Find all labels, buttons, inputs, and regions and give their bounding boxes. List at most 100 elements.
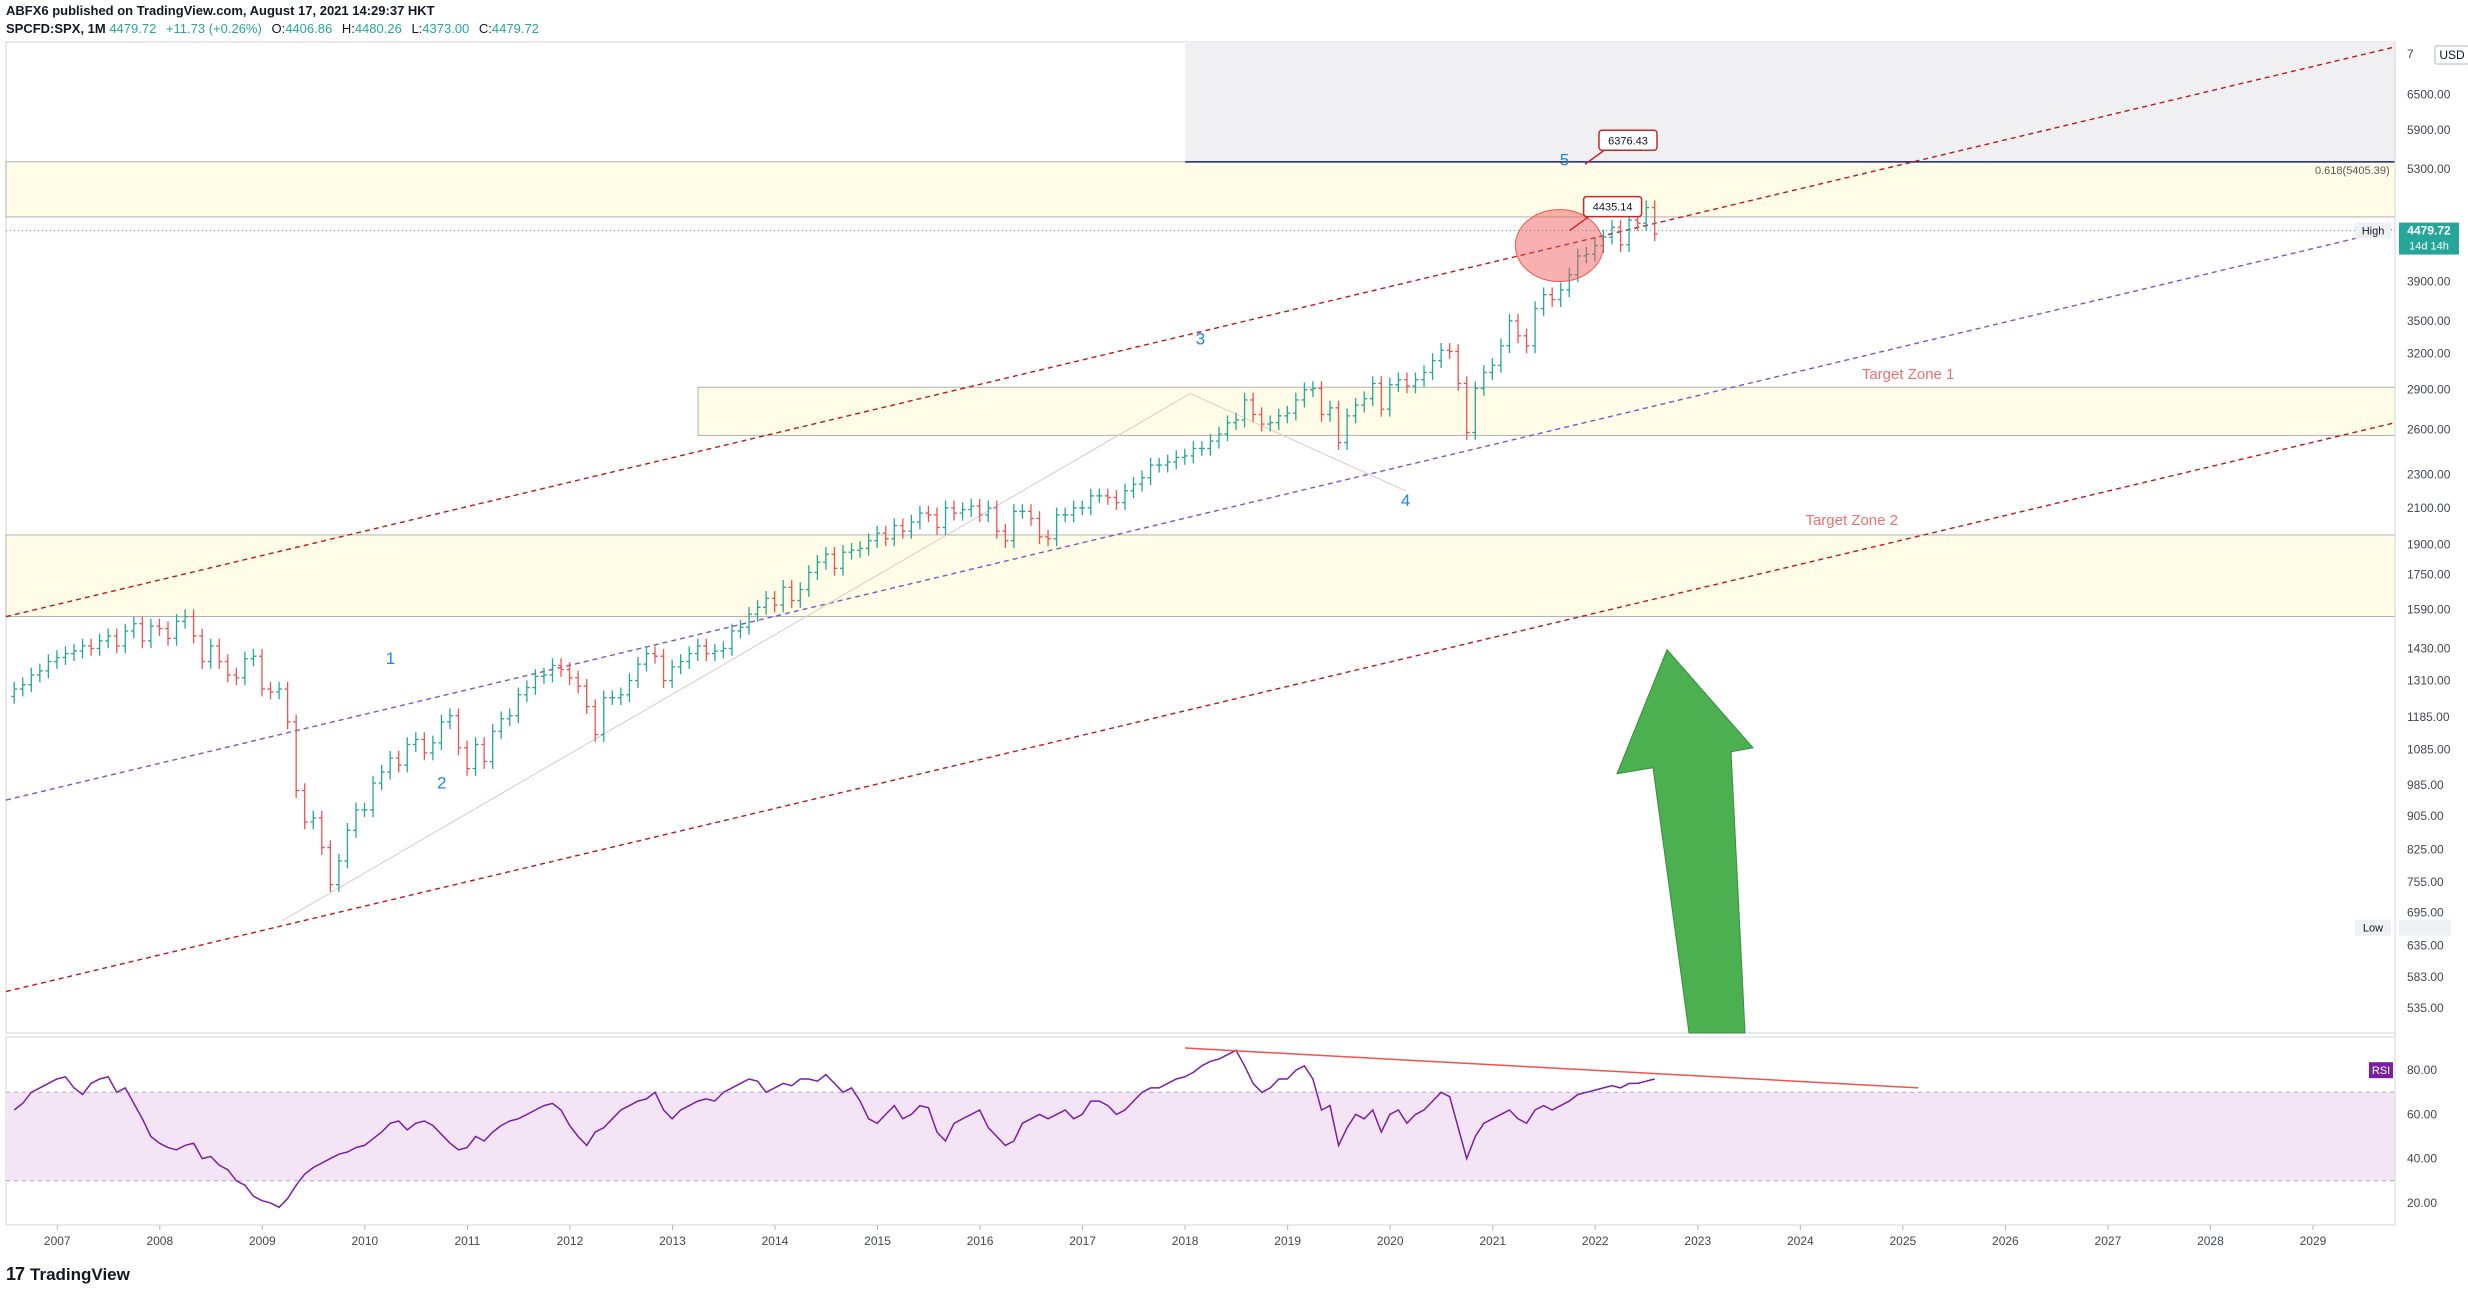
ohlc-bar xyxy=(686,646,693,669)
ohlc-bar xyxy=(429,735,436,761)
ohlc-bar xyxy=(207,638,214,669)
rsi-band xyxy=(6,1092,2395,1181)
open-value: 4406.86 xyxy=(285,21,333,36)
ohlc-bar xyxy=(583,678,590,714)
ohlc-bar xyxy=(1087,488,1094,516)
ohlc-bar xyxy=(566,662,573,686)
ohlc-bar xyxy=(925,505,932,523)
channel-lower-line xyxy=(5,422,2396,993)
current-price-tag xyxy=(2399,222,2459,255)
ohlc-bar xyxy=(1403,372,1410,394)
ohlc-bar xyxy=(1429,353,1436,380)
time-tick-label: 2026 xyxy=(1992,1234,2019,1248)
time-tick-label: 2011 xyxy=(454,1234,480,1248)
ohlc-bar xyxy=(421,732,428,761)
ohlc-bar xyxy=(446,708,453,730)
ohlc-bar xyxy=(515,687,522,724)
ohlc-bar xyxy=(763,591,770,615)
time-tick-label: 2007 xyxy=(44,1234,71,1248)
target-zone-2-label: Target Zone 2 xyxy=(1805,512,1898,529)
ohlc-bar xyxy=(1139,470,1146,492)
ohlc-bar xyxy=(216,638,223,669)
ohlc-bar xyxy=(1181,448,1188,465)
price-tick-label: 825.00 xyxy=(2407,843,2444,857)
ohlc-bar xyxy=(1070,500,1077,523)
ohlc-bar xyxy=(1480,365,1487,396)
rsi-tick-label: 40.00 xyxy=(2407,1152,2437,1166)
target-zone-1-label: Target Zone 1 xyxy=(1862,366,1955,383)
symbol-label[interactable]: SPCFD:SPX, 1M xyxy=(6,21,106,36)
ohlc-bar xyxy=(113,628,120,654)
callout-6376-box xyxy=(1598,129,1658,152)
ohlc-bar xyxy=(79,638,86,659)
price-change: +11.73 (+0.26%) xyxy=(165,21,262,36)
price-tick-label: 695.00 xyxy=(2407,905,2444,919)
ohlc-bar xyxy=(968,498,975,517)
ohlc-bar xyxy=(600,690,607,743)
ohlc-bar xyxy=(1532,301,1539,354)
ohlc-bar xyxy=(387,750,394,780)
ohlc-bar xyxy=(173,614,180,646)
price-tick-label: 1590.00 xyxy=(2407,603,2451,617)
ohlc-bar xyxy=(241,651,248,686)
time-tick-label: 2020 xyxy=(1377,1234,1404,1248)
price-tick-label: 535.00 xyxy=(2407,1001,2444,1015)
ohlc-bar xyxy=(780,580,787,613)
ohlc-bar xyxy=(575,670,582,694)
ohlc-bar xyxy=(805,565,812,597)
ohlc-bar xyxy=(1318,381,1325,422)
ohlc-bar xyxy=(96,633,103,656)
publish-text: ABFX6 published on TradingView.com, Augu… xyxy=(6,3,435,18)
ohlc-bar xyxy=(1557,282,1564,307)
time-tick-label: 2029 xyxy=(2300,1234,2327,1248)
open-key: O: xyxy=(271,21,286,36)
ohlc-bar xyxy=(1591,238,1598,262)
ohlc-bar xyxy=(139,616,146,649)
ohlc-bar xyxy=(1292,392,1299,421)
ohlc-bar xyxy=(310,810,317,830)
brand-name: TradingView xyxy=(30,1264,130,1284)
tradingview-brand[interactable]: 17 TradingView xyxy=(6,1264,130,1285)
ohlc-bar xyxy=(1241,392,1248,428)
time-tick-label: 2009 xyxy=(249,1234,276,1248)
ohlc-bar xyxy=(1190,441,1197,464)
ohlc-bar xyxy=(1523,328,1530,354)
ohlc-bar xyxy=(1258,407,1265,432)
projection-box xyxy=(1185,42,2395,162)
price-tick-label: 5900.00 xyxy=(2407,123,2451,137)
currency-box xyxy=(2434,45,2468,65)
ohlc-bar xyxy=(327,840,334,893)
ohlc-bar xyxy=(370,775,377,818)
highlight-circle xyxy=(1514,209,1604,283)
time-tick-label: 2015 xyxy=(864,1234,891,1248)
ohlc-bar xyxy=(1173,450,1180,470)
ohlc-bar xyxy=(1344,408,1351,450)
ohlc-bar xyxy=(361,802,368,818)
low-value: 4373.00 xyxy=(422,21,470,36)
ohlc-bar xyxy=(720,641,727,659)
ohlc-bar xyxy=(1378,376,1385,417)
ohlc-bar xyxy=(959,502,966,521)
fib-label: 0.618(5405.39) xyxy=(2315,165,2390,177)
ohlc-bar xyxy=(746,607,753,635)
ohlc-bar xyxy=(1224,415,1231,442)
price-tick-label: 1185.00 xyxy=(2407,710,2450,724)
ohlc-bar xyxy=(771,591,778,613)
low-tag xyxy=(2355,919,2391,936)
wave-label: 5 xyxy=(1560,151,1569,170)
ohlc-bar xyxy=(652,646,659,664)
time-tick-label: 2013 xyxy=(659,1234,686,1248)
ohlc-bar xyxy=(455,708,462,756)
wave-label: 4 xyxy=(1401,491,1410,510)
ohlc-bar xyxy=(1643,200,1650,231)
ohlc-bar xyxy=(1608,220,1615,245)
time-tick-label: 2012 xyxy=(557,1234,584,1248)
price-tick-label: 1750.00 xyxy=(2407,568,2451,582)
ohlc-bar xyxy=(45,654,52,679)
high-tag xyxy=(2355,222,2391,239)
ohlc-bar xyxy=(1045,529,1052,547)
time-tick-label: 2018 xyxy=(1172,1234,1199,1248)
price-tick-label: 755.00 xyxy=(2407,875,2444,889)
ohlc-bar xyxy=(267,681,274,700)
